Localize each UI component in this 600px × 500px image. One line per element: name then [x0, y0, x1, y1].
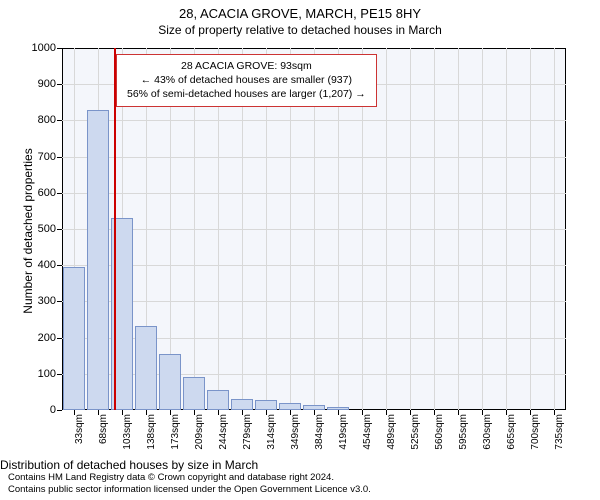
y-tick-label: 200: [20, 332, 56, 344]
chart-title-main: 28, ACACIA GROVE, MARCH, PE15 8HY: [0, 0, 600, 21]
x-tick-label: 314sqm: [266, 414, 277, 450]
histogram-bar: [183, 377, 206, 410]
histogram-bar: [231, 399, 254, 410]
y-tick-mark: [57, 265, 62, 266]
x-tick-label: 735sqm: [554, 414, 565, 450]
annotation-line-3: 56% of semi-detached houses are larger (…: [127, 87, 366, 101]
gridline-v: [410, 48, 411, 410]
x-tick-label: 419sqm: [338, 414, 349, 450]
y-tick-mark: [57, 157, 62, 158]
x-tick-label: 244sqm: [218, 414, 229, 450]
y-tick-label: 100: [20, 368, 56, 380]
x-tick-label: 700sqm: [530, 414, 541, 450]
histogram-bar: [63, 267, 86, 410]
histogram-bar: [87, 110, 110, 410]
footer-attribution: Contains HM Land Registry data © Crown c…: [8, 472, 371, 496]
chart-title-sub: Size of property relative to detached ho…: [0, 21, 600, 41]
annotation-line-2: ← 43% of detached houses are smaller (93…: [127, 73, 366, 87]
y-tick-mark: [57, 193, 62, 194]
x-tick-label: 173sqm: [170, 414, 181, 450]
x-tick-label: 489sqm: [386, 414, 397, 450]
x-tick-label: 595sqm: [458, 414, 469, 450]
x-axis-label: Distribution of detached houses by size …: [0, 458, 600, 472]
footer-line-2: Contains public sector information licen…: [8, 484, 371, 496]
gridline-v: [458, 48, 459, 410]
x-tick-label: 33sqm: [74, 414, 85, 444]
x-tick-label: 279sqm: [242, 414, 253, 450]
x-tick-label: 349sqm: [290, 414, 301, 450]
chart-plot-area: 0100200300400500600700800900100033sqm68s…: [62, 48, 566, 410]
x-tick-label: 68sqm: [98, 414, 109, 444]
gridline-v: [482, 48, 483, 410]
y-tick-mark: [57, 48, 62, 49]
histogram-bar: [327, 407, 350, 410]
histogram-bar: [207, 390, 230, 410]
x-tick-label: 138sqm: [146, 414, 157, 450]
y-tick-label: 1000: [20, 42, 56, 54]
gridline-v: [434, 48, 435, 410]
x-tick-label: 103sqm: [122, 414, 133, 450]
y-tick-mark: [57, 338, 62, 339]
gridline-v: [530, 48, 531, 410]
x-tick-label: 209sqm: [194, 414, 205, 450]
histogram-bar: [279, 403, 302, 410]
y-tick-label: 900: [20, 78, 56, 90]
y-tick-mark: [57, 374, 62, 375]
y-tick-mark: [57, 84, 62, 85]
gridline-v: [506, 48, 507, 410]
y-tick-label: 0: [20, 404, 56, 416]
x-tick-label: 454sqm: [362, 414, 373, 450]
histogram-bar: [303, 405, 326, 410]
x-tick-label: 560sqm: [434, 414, 445, 450]
histogram-bar: [255, 400, 278, 410]
x-tick-label: 665sqm: [506, 414, 517, 450]
footer-line-1: Contains HM Land Registry data © Crown c…: [8, 472, 371, 484]
y-tick-mark: [57, 229, 62, 230]
y-tick-mark: [57, 410, 62, 411]
x-tick-label: 525sqm: [410, 414, 421, 450]
x-tick-label: 630sqm: [482, 414, 493, 450]
gridline-v: [554, 48, 555, 410]
y-tick-mark: [57, 120, 62, 121]
gridline-v: [386, 48, 387, 410]
y-tick-mark: [57, 301, 62, 302]
y-axis-label: Number of detached properties: [21, 131, 35, 331]
histogram-bar: [159, 354, 182, 410]
histogram-bar: [135, 326, 158, 410]
y-tick-label: 800: [20, 114, 56, 126]
x-tick-label: 384sqm: [314, 414, 325, 450]
annotation-line-1: 28 ACACIA GROVE: 93sqm: [127, 59, 366, 73]
annotation-box: 28 ACACIA GROVE: 93sqm← 43% of detached …: [116, 54, 377, 107]
